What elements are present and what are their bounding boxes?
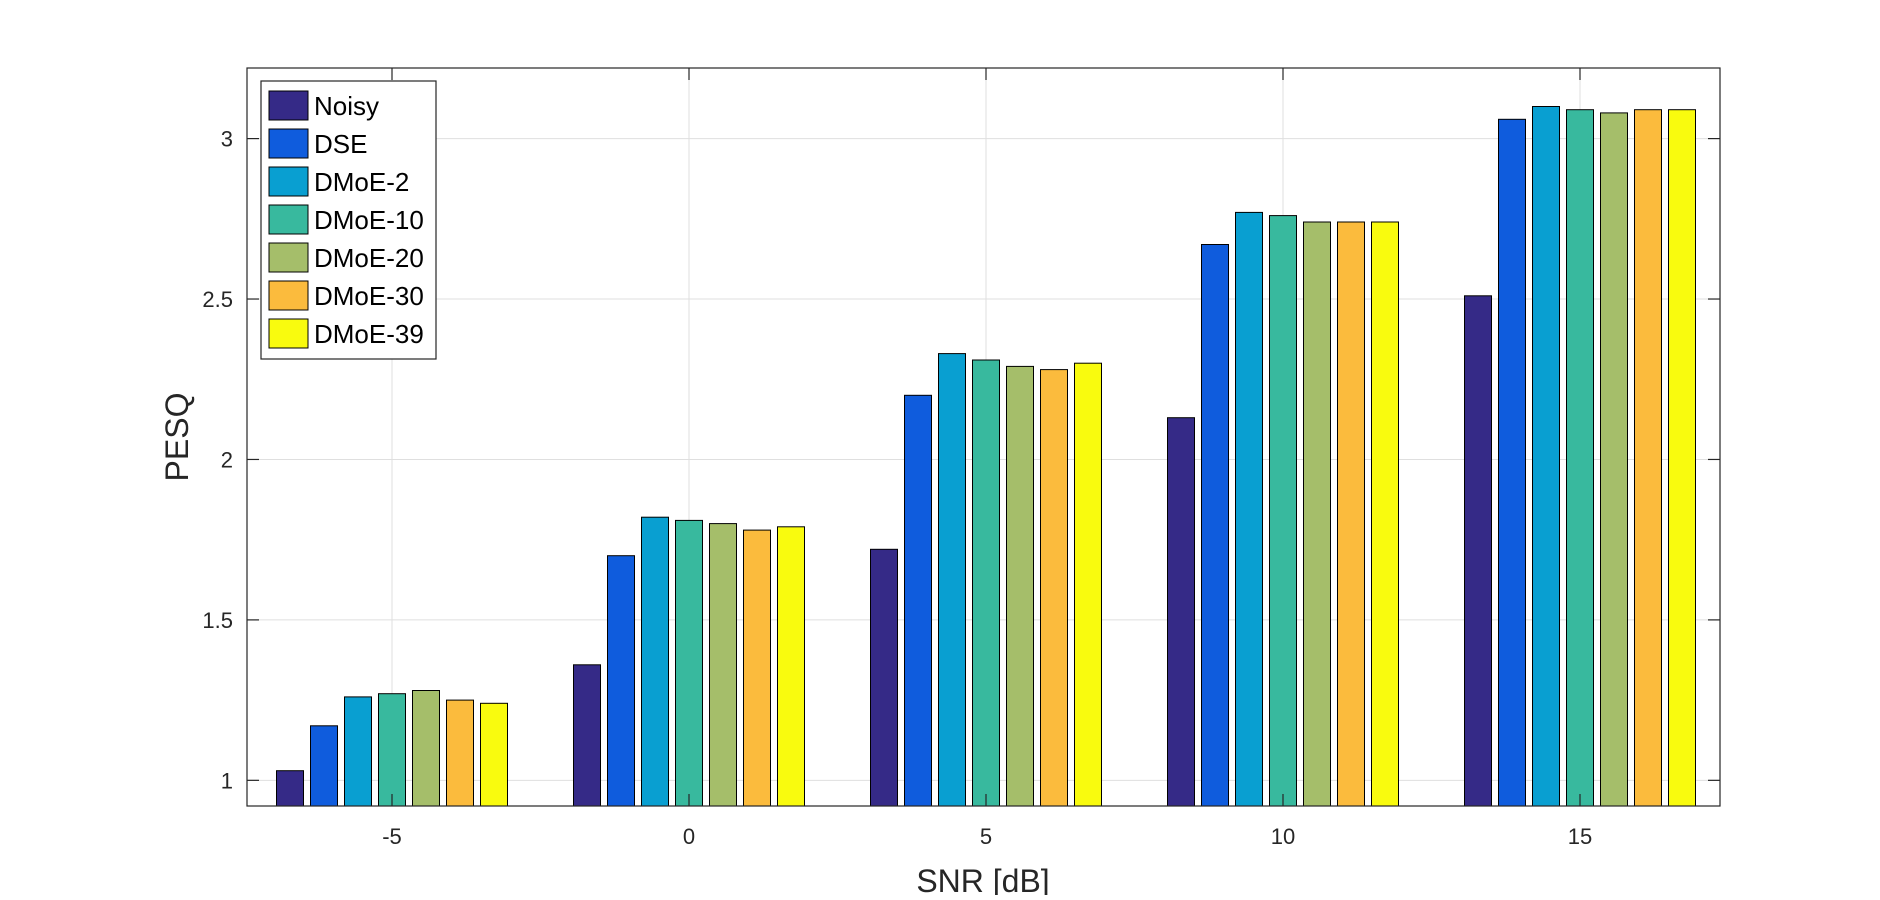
- legend-swatch: [268, 204, 309, 235]
- bar-dse-snr-15: [1498, 118, 1526, 807]
- bar-dmoe-39-snr-10: [1371, 221, 1399, 807]
- legend-label: DMoE-20: [314, 243, 424, 273]
- x-tick-label: 0: [683, 824, 695, 849]
- bar-dmoe-20-snr-5: [1006, 365, 1034, 807]
- y-tick-label: 2.5: [202, 287, 233, 312]
- y-tick-label: 1: [221, 768, 233, 793]
- legend-swatch: [268, 166, 309, 197]
- x-tick-label: 5: [980, 824, 992, 849]
- plot-frame: [246, 67, 1721, 807]
- legend-label: DMoE-39: [314, 319, 424, 349]
- bar-dmoe-10-snr-5: [972, 359, 1000, 807]
- bar-dmoe-2-snr--5: [344, 696, 372, 807]
- bar-dmoe-10-snr-15: [1566, 109, 1594, 807]
- bar-dmoe-30-snr-5: [1040, 369, 1068, 807]
- legend-label: Noisy: [314, 91, 379, 121]
- bar-dmoe-2-snr-15: [1532, 106, 1560, 807]
- legend-label: DMoE-30: [314, 281, 424, 311]
- y-axis-label: PESQ: [159, 393, 195, 482]
- legend-swatch: [268, 242, 309, 273]
- bar-dse-snr-10: [1201, 244, 1229, 807]
- bar-noisy-snr-5: [870, 548, 898, 807]
- bar-dmoe-10-snr-0: [675, 519, 703, 807]
- bar-dmoe-2-snr-5: [938, 353, 966, 807]
- bar-dmoe-30-snr-10: [1337, 221, 1365, 807]
- bar-dmoe-30-snr-15: [1634, 109, 1662, 807]
- x-axis-label: SNR [dB]: [916, 863, 1049, 895]
- bar-dmoe-30-snr-0: [743, 529, 771, 807]
- tick-labels: 1 1.5 2 2.5 3 -5 0 5 10 15: [202, 127, 1592, 849]
- legend-label: DSE: [314, 129, 367, 159]
- y-tick-label: 2: [221, 447, 233, 472]
- legend-swatch: [268, 280, 309, 311]
- y-tick-label: 3: [221, 127, 233, 152]
- bar-dse-snr-0: [607, 555, 635, 807]
- bar-noisy-snr-10: [1167, 417, 1195, 807]
- bar-dmoe-39-snr-5: [1074, 362, 1102, 807]
- bar-dmoe-39-snr--5: [480, 702, 508, 807]
- bar-noisy-snr-0: [573, 664, 601, 807]
- bar-dmoe-39-snr-0: [777, 526, 805, 807]
- legend-swatch: [268, 128, 309, 159]
- bar-dmoe-2-snr-0: [641, 516, 669, 807]
- bar-noisy-snr--5: [276, 770, 304, 807]
- legend-label: DMoE-2: [314, 167, 409, 197]
- bar-dmoe-10-snr-10: [1269, 215, 1297, 807]
- legend: Noisy DSE DMoE-2 DMoE-10 DMoE-20 DMoE-30 DMoE-…: [260, 80, 437, 360]
- bar-dmoe-20-snr-0: [709, 523, 737, 807]
- bar-dmoe-30-snr--5: [446, 699, 474, 807]
- bar-dmoe-20-snr--5: [412, 690, 440, 807]
- bars: [276, 106, 1696, 807]
- x-tick-label: 10: [1271, 824, 1295, 849]
- bar-dse-snr-5: [904, 394, 932, 807]
- y-tick-label: 1.5: [202, 608, 233, 633]
- axis-ticks: [247, 68, 1720, 806]
- x-tick-label: 15: [1568, 824, 1592, 849]
- x-tick-label: -5: [382, 824, 402, 849]
- bar-dmoe-2-snr-10: [1235, 211, 1263, 807]
- bar-dmoe-10-snr--5: [378, 693, 406, 807]
- bar-dmoe-20-snr-15: [1600, 112, 1628, 807]
- bar-dmoe-20-snr-10: [1303, 221, 1331, 807]
- legend-label: DMoE-10: [314, 205, 424, 235]
- legend-swatch: [268, 90, 309, 121]
- bar-noisy-snr-15: [1464, 295, 1492, 807]
- bar-dse-snr--5: [310, 725, 338, 807]
- legend-swatch: [268, 318, 309, 349]
- bar-dmoe-39-snr-15: [1668, 109, 1696, 807]
